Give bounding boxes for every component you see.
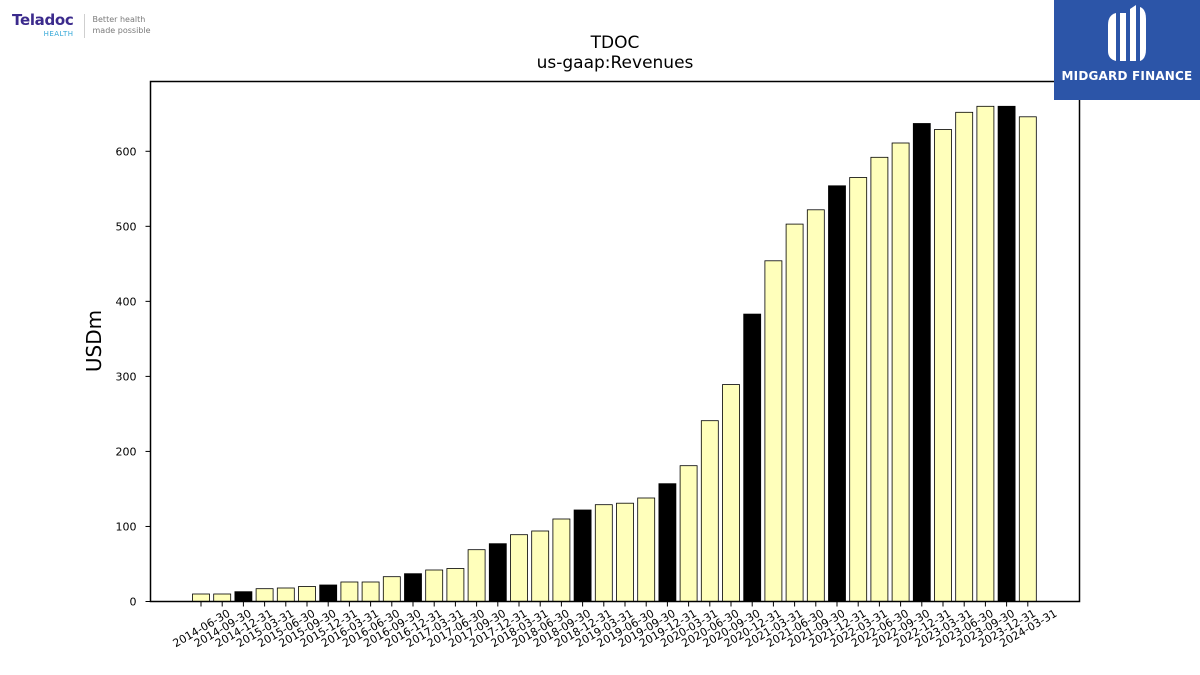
bar-2022-12-31 <box>912 123 931 602</box>
bar-2017-12-31 <box>488 543 507 602</box>
midgard-finance-logo: MIDGARD FINANCE <box>1054 0 1200 100</box>
bar-2017-09-30 <box>467 549 486 602</box>
teladoc-brand-sub: HEALTH <box>43 30 74 38</box>
bar-2023-09-30 <box>976 105 995 602</box>
chart-title: TDOC <box>590 33 640 53</box>
bar-2021-03-31 <box>764 260 783 602</box>
bar-2024-03-31 <box>1018 116 1037 602</box>
bar-2020-09-30 <box>722 384 740 602</box>
midgard-emblem-icon <box>1108 5 1146 61</box>
plot-frame <box>149 80 1081 603</box>
bar-2014-09-30 <box>213 593 232 602</box>
bar-2015-06-30 <box>276 587 295 602</box>
teladoc-tagline: Better health made possible <box>93 14 151 36</box>
teladoc-logo: Teladoc HEALTH Better health made possib… <box>12 12 151 40</box>
bar-2021-06-30 <box>785 223 804 602</box>
bars-group <box>192 105 1037 602</box>
bar-2019-03-31 <box>594 504 613 602</box>
bar-2017-03-31 <box>425 569 444 602</box>
bar-2019-12-31 <box>658 483 677 602</box>
bar-2020-06-30 <box>700 420 719 602</box>
chart-subtitle: us-gaap:Revenues <box>537 53 694 73</box>
bar-2014-06-30 <box>192 593 210 602</box>
logo-divider <box>83 14 85 38</box>
y-axis-ticks: 0 100 200 300 400 500 600 <box>116 145 151 609</box>
bar-2022-03-31 <box>849 177 868 602</box>
bar-2015-09-30 <box>298 586 316 602</box>
bar-2023-06-30 <box>955 111 974 602</box>
bar-2017-06-30 <box>446 568 465 602</box>
bar-2015-12-31 <box>319 584 338 602</box>
bar-2014-12-31 <box>234 591 253 602</box>
teladoc-wordmark: Teladoc HEALTH <box>12 12 74 38</box>
bar-2021-12-31 <box>828 185 846 602</box>
midgard-brand-name: MIDGARD FINANCE <box>1061 69 1193 83</box>
bar-2016-12-31 <box>404 573 422 602</box>
bar-2019-06-30 <box>616 502 634 602</box>
y-tick-label: 100 <box>116 520 137 533</box>
y-tick-label: 200 <box>116 445 137 458</box>
bar-2018-06-30 <box>531 530 550 602</box>
bar-2021-09-30 <box>806 209 825 602</box>
bar-2016-06-30 <box>361 581 380 602</box>
bar-2018-09-30 <box>552 518 571 602</box>
bar-2022-06-30 <box>870 156 889 602</box>
bar-2015-03-31 <box>255 588 274 602</box>
bar-2023-12-31 <box>997 105 1016 602</box>
bar-2019-09-30 <box>637 497 656 602</box>
bar-2023-03-31 <box>934 129 952 602</box>
y-axis-label: USDm <box>82 310 106 372</box>
y-tick-label: 500 <box>116 220 137 233</box>
tagline-line-1: Better health <box>92 15 146 24</box>
y-tick-label: 300 <box>116 370 137 383</box>
bar-2018-12-31 <box>573 509 592 602</box>
bar-2020-03-31 <box>679 465 698 602</box>
bar-2022-09-30 <box>891 142 910 602</box>
teladoc-brand-name: Teladoc <box>12 11 74 29</box>
y-tick-label: 400 <box>116 295 137 308</box>
bar-2018-03-31 <box>510 534 528 602</box>
tagline-line-2: made possible <box>92 26 151 35</box>
y-tick-label: 600 <box>116 145 137 158</box>
bar-2016-03-31 <box>340 581 359 602</box>
y-tick-label: 0 <box>130 596 137 609</box>
bar-2020-12-31 <box>743 313 762 602</box>
x-axis-ticks: 2014-06-302014-09-302014-12-312015-03-31… <box>171 601 1059 650</box>
bar-2016-09-30 <box>382 576 401 602</box>
